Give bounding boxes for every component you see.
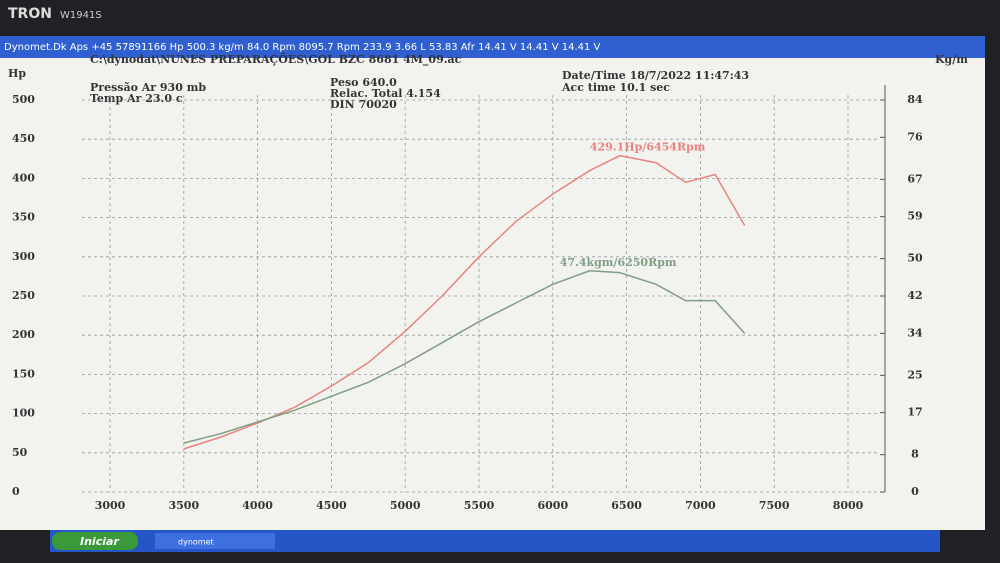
norm: DIN 70020 [330,98,397,111]
x-tick-label: 3500 [168,499,199,512]
y-tick-label: 50 [12,446,28,459]
y-tick-label: 450 [12,132,35,145]
acc-time: Acc time 10.1 sec [561,81,670,94]
y-axis-label: Hp [8,67,26,80]
y2-tick-label: 67 [907,172,922,185]
file-path: C:\dynodat\NUNES PREPARAÇÕES\GOL BZC 868… [90,52,462,67]
y2-tick-label: 17 [907,406,922,419]
x-tick-label: 5000 [390,499,421,512]
x-tick-label: 3000 [95,499,126,512]
pressure: Pressão Ar 930 mb [90,81,206,94]
y2-tick-label: 42 [907,289,922,302]
temperature: Temp Ar 23.0 c [90,92,183,105]
window-body [0,58,985,530]
x-tick-label: 4500 [316,499,347,512]
start-label[interactable]: Iniciar [80,535,119,548]
window-title: Dynomet.Dk Aps +45 57891166 Hp 500.3 kg/… [4,42,601,53]
y-tick-label: 500 [12,93,35,106]
x-tick-label: 7500 [759,499,790,512]
y-tick-label: 400 [12,171,35,184]
task-label[interactable]: dynomet [178,538,214,547]
y2-tick-label: 76 [907,130,923,143]
y-tick-label: 100 [12,407,35,420]
title-bar [0,36,985,58]
y2-axis-label: Kg/m [935,53,968,66]
series-line [183,270,746,444]
y2-tick-label: 84 [907,93,923,106]
x-tick-label: 7000 [685,499,716,512]
peak-annotation: 47.4kgm/6250Rpm [560,256,677,269]
y2-tick-label: 8 [911,448,919,461]
ratio: Relac. Total 4.154 [330,87,441,100]
start-button[interactable] [52,532,138,550]
x-tick-label: 8000 [833,499,864,512]
y-tick-label: 300 [12,250,35,263]
y-tick-label: 0 [12,485,20,498]
y2-tick-label: 59 [907,210,922,223]
y-tick-label: 200 [12,328,35,341]
y2-tick-label: 0 [911,485,919,498]
date-time: Date/Time 18/7/2022 11:47:43 [562,69,749,82]
peak-annotation: 429.1Hp/6454Rpm [590,141,706,154]
series-line [183,154,746,450]
monitor-brand: TRON [8,6,52,22]
weight: Peso 640.0 [330,76,397,89]
y-tick-label: 250 [12,289,35,302]
y2-tick-label: 25 [907,368,922,381]
monitor-model: W1941S [60,10,102,21]
x-tick-label: 6000 [537,499,568,512]
task-button[interactable] [155,533,275,549]
x-tick-label: 6500 [611,499,642,512]
x-tick-label: 4000 [242,499,273,512]
x-tick-label: 5500 [464,499,495,512]
y-tick-label: 350 [12,211,35,224]
y-tick-label: 150 [12,367,35,380]
y2-tick-label: 34 [907,326,923,339]
y2-tick-label: 50 [907,252,923,265]
